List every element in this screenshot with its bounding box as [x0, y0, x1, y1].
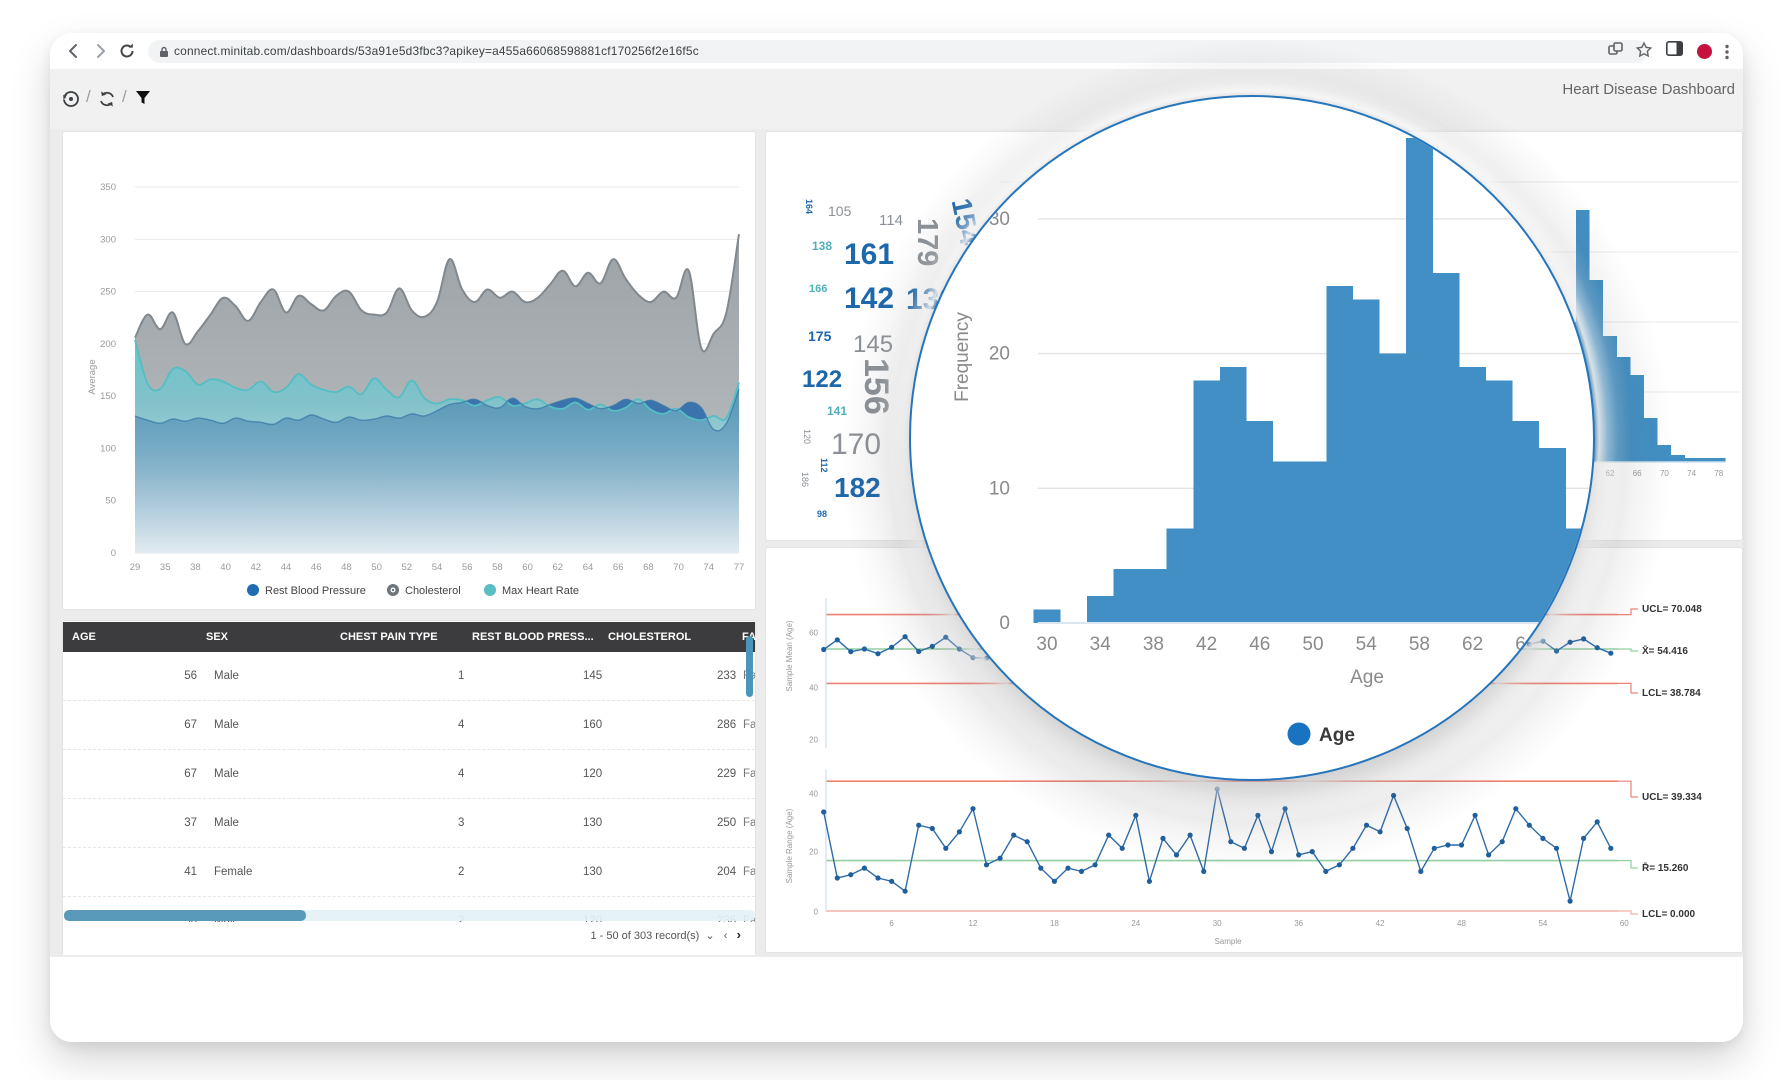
svg-text:Age: Age	[1350, 667, 1384, 688]
svg-text:68: 68	[643, 562, 654, 573]
svg-text:18: 18	[1050, 919, 1059, 928]
svg-text:34: 34	[1090, 634, 1112, 655]
svg-text:R̄= 15.260: R̄= 15.260	[1642, 862, 1689, 874]
svg-text:100: 100	[100, 443, 116, 454]
svg-text:29: 29	[130, 562, 141, 573]
svg-text:250: 250	[100, 287, 116, 298]
svg-text:X̄= 54.416: X̄= 54.416	[1642, 645, 1688, 657]
svg-text:300: 300	[100, 234, 116, 245]
svg-text:42: 42	[251, 562, 262, 573]
svg-text:58: 58	[492, 562, 503, 573]
svg-text:30: 30	[1036, 634, 1057, 655]
svg-text:42: 42	[1376, 919, 1385, 928]
svg-text:74: 74	[704, 562, 715, 573]
svg-text:20: 20	[809, 736, 818, 745]
svg-text:50: 50	[1302, 634, 1323, 655]
svg-text:Sample Mean (Age): Sample Mean (Age)	[785, 620, 794, 691]
svg-text:0: 0	[999, 613, 1010, 634]
svg-text:Average: Average	[87, 359, 98, 394]
svg-text:62: 62	[1606, 469, 1615, 478]
svg-text:Max Heart Rate: Max Heart Rate	[502, 585, 579, 597]
svg-text:6: 6	[889, 919, 894, 928]
svg-text:60: 60	[522, 562, 533, 573]
svg-text:66: 66	[1633, 469, 1642, 478]
svg-text:54: 54	[1538, 919, 1547, 928]
svg-text:UCL= 70.048: UCL= 70.048	[1642, 604, 1702, 615]
svg-text:Age: Age	[1319, 725, 1355, 746]
svg-text:60: 60	[1620, 919, 1629, 928]
svg-text:38: 38	[190, 562, 201, 573]
svg-text:54: 54	[1356, 634, 1378, 655]
svg-text:0: 0	[111, 548, 116, 559]
svg-text:77: 77	[734, 562, 745, 573]
svg-text:Sample: Sample	[1214, 937, 1242, 946]
svg-text:Rest Blood Pressure: Rest Blood Pressure	[265, 585, 366, 597]
svg-text:10: 10	[989, 478, 1010, 499]
svg-text:52: 52	[402, 562, 413, 573]
svg-text:Cholesterol: Cholesterol	[405, 585, 461, 597]
svg-text:64: 64	[583, 562, 594, 573]
svg-text:50: 50	[105, 496, 116, 507]
svg-text:20: 20	[989, 344, 1010, 365]
svg-text:50: 50	[371, 562, 382, 573]
svg-text:350: 350	[100, 182, 116, 193]
svg-text:LCL= 38.784: LCL= 38.784	[1642, 688, 1701, 699]
svg-text:48: 48	[341, 562, 352, 573]
svg-text:38: 38	[1143, 634, 1164, 655]
svg-text:44: 44	[281, 562, 292, 573]
svg-text:46: 46	[1249, 634, 1270, 655]
svg-text:70: 70	[673, 562, 684, 573]
svg-text:36: 36	[1294, 919, 1303, 928]
svg-text:40: 40	[809, 684, 818, 693]
svg-text:54: 54	[432, 562, 443, 573]
svg-text:200: 200	[100, 339, 116, 350]
svg-text:30: 30	[1213, 919, 1222, 928]
svg-text:40: 40	[220, 562, 231, 573]
svg-text:150: 150	[100, 391, 116, 402]
svg-text:78: 78	[1714, 469, 1723, 478]
svg-text:74: 74	[1687, 469, 1696, 478]
svg-text:12: 12	[969, 919, 978, 928]
svg-text:30: 30	[989, 209, 1010, 230]
svg-text:66: 66	[613, 562, 624, 573]
svg-text:35: 35	[160, 562, 171, 573]
svg-text:UCL= 39.334: UCL= 39.334	[1642, 792, 1702, 803]
svg-text:48: 48	[1457, 919, 1466, 928]
svg-text:42: 42	[1196, 634, 1217, 655]
svg-text:60: 60	[809, 629, 818, 638]
svg-text:0: 0	[814, 908, 819, 917]
svg-text:Frequency: Frequency	[952, 312, 973, 402]
svg-text:40: 40	[809, 790, 818, 799]
svg-text:20: 20	[809, 848, 818, 857]
svg-text:58: 58	[1409, 634, 1430, 655]
svg-text:LCL= 0.000: LCL= 0.000	[1642, 909, 1696, 920]
svg-text:Sample Range (Age): Sample Range (Age)	[785, 808, 794, 883]
svg-text:56: 56	[462, 562, 473, 573]
svg-text:70: 70	[1660, 469, 1669, 478]
svg-text:62: 62	[1462, 634, 1483, 655]
svg-text:62: 62	[553, 562, 564, 573]
svg-text:24: 24	[1131, 919, 1140, 928]
svg-text:46: 46	[311, 562, 322, 573]
